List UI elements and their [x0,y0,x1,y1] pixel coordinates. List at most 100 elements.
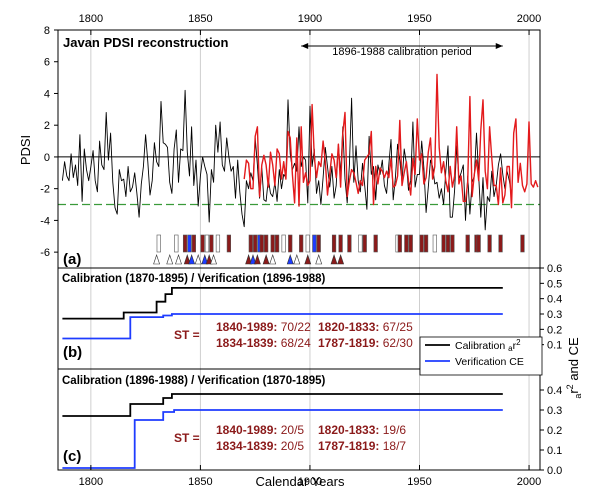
top-tick-label-1900: 1900 [298,13,322,25]
event-bar-1953 [423,234,429,253]
calibration-period-label: 1896-1988 calibration period [332,46,471,58]
b-st-cell-1-0: 1834-1839: 68/24 [216,336,311,350]
event-bar-1904 [316,234,321,253]
event-triangle-1911 [330,254,338,265]
c-st-period-0-0: 1840-1989: [216,423,281,437]
event-bar-1873 [248,234,253,253]
b-ytick-label-0.3: 0.3 [547,309,562,321]
c-st-value-0-0: 20/5 [281,423,305,437]
b-st-value-0-1: 67/25 [383,320,413,334]
event-triangle-1880 [262,254,270,265]
a-ytick-label-4: 4 [44,88,50,100]
event-bar-1891 [288,234,293,253]
event-bar-1902 [312,234,317,253]
b-st-value-1-1: 62/30 [383,336,413,350]
b-calibration-line [62,286,503,320]
legend-label-sup-0: 2 [516,338,521,347]
c-ytick-label-0.4: 0.4 [547,385,562,397]
event-bar-1997 [520,234,525,253]
event-triangle-1844 [183,254,191,265]
panel-a-title: Javan PDSI reconstruction [63,35,228,50]
b-ytick-label-0.5: 0.5 [547,278,562,290]
text-layer: 1896-1988 calibration period 1800 1850 1900… [18,13,583,489]
legend-label-1: Verification CE [455,356,524,368]
event-bar-1918 [347,234,352,253]
c-st-value-1-1: 18/7 [383,439,407,453]
instrumental-series-line [243,73,539,209]
bottom-tick-label-2000: 2000 [517,476,541,488]
legend-label-mid-0: r [513,340,517,352]
c-st-cell-1-0: 1834-1839: 20/5 [216,439,304,453]
a-ytick-label-2: 2 [44,120,50,132]
event-bar-1831 [156,234,161,253]
b-st-period-0-1: 1820-1833: [318,320,383,334]
a-ytick-label--4: -4 [40,215,50,227]
event-triangle-1872 [245,254,253,265]
calibration-arrowhead-right [495,43,503,49]
right-label-superscript: 2 [565,384,575,389]
event-bar-1845 [187,234,192,253]
panel-label-a: (a) [63,251,81,268]
event-bar-1878 [259,234,264,253]
panel-b-title: Calibration (1870-1895) / Verification (… [62,273,326,285]
legend-label-main-1: Verification CE [455,356,524,368]
c-st-value-0-1: 19/6 [383,423,407,437]
b-st-cell-0-1: 1820-1833: 67/25 [318,320,413,334]
legend-label-0: Calibration ar2 [455,338,521,353]
event-bar-1977 [476,234,481,253]
legend-box [419,336,543,376]
event-bar-1843 [182,234,188,253]
c-st-period-0-1: 1820-1833: [318,423,383,437]
a-ytick-label--2: -2 [40,184,50,196]
c-ytick-label-0.2: 0.2 [547,425,562,437]
event-bar-1961 [441,234,446,253]
c-st-value-1-0: 20/5 [281,439,305,453]
legend-label-main-0: Calibration [455,340,508,352]
right-label-main: r [566,389,581,394]
top-tick-label-1950: 1950 [407,13,431,25]
c-st-cell-1-1: 1787-1819: 18/7 [318,439,406,453]
event-triangle-1891 [286,254,294,265]
event-bar-1851 [200,234,205,253]
event-triangle-1840 [175,254,182,265]
reconstruction-series-line [61,89,512,231]
event-bar-1853 [204,234,210,253]
event-triangle-1852 [201,254,209,265]
data-layer [61,43,539,469]
top-tick-label-1850: 1850 [188,13,212,25]
bottom-tick-label-1800: 1800 [79,476,103,488]
c-st-prefix: ST = [174,431,200,445]
top-tick-label-1800: 1800 [79,13,103,25]
b-st-value-0-0: 70/22 [281,320,311,334]
b-ytick-label-0.4: 0.4 [547,294,562,306]
legend: Calibration ar2 Verification CE [419,336,543,376]
event-bar-1987 [498,234,503,253]
event-triangle-1854 [205,254,213,265]
right-label-suffix: and CE [566,337,581,384]
event-bar-1930 [373,234,378,253]
c-ytick-label-0.1: 0.1 [547,445,562,457]
event-bar-1941 [397,234,402,253]
b-verification-line [62,313,503,340]
b-st-period-0-0: 1840-1989: [216,320,281,334]
event-bar-1888 [281,234,286,253]
event-bar-1911 [331,234,337,253]
event-bar-1885 [274,234,280,253]
a-ytick-label--6: -6 [40,247,50,259]
b-st-prefix: ST = [174,328,200,342]
event-bar-1896 [299,234,304,253]
b-ytick-label-0.1: 0.1 [547,340,562,352]
c-ytick-label-0.0: 0.0 [547,465,562,477]
calibration-arrowhead-left [301,43,309,49]
a-ytick-label-6: 6 [44,57,50,69]
event-bar-1855 [209,234,214,253]
c-calibration-line [62,393,503,417]
event-bar-1863 [226,234,231,253]
event-triangle-1883 [269,254,277,265]
b-ytick-label-0.6: 0.6 [547,263,562,275]
top-tick-label-2000: 2000 [517,13,541,25]
event-bar-1963 [445,234,451,253]
panel-label-c: (c) [63,448,81,465]
event-triangle-1894 [293,254,301,265]
